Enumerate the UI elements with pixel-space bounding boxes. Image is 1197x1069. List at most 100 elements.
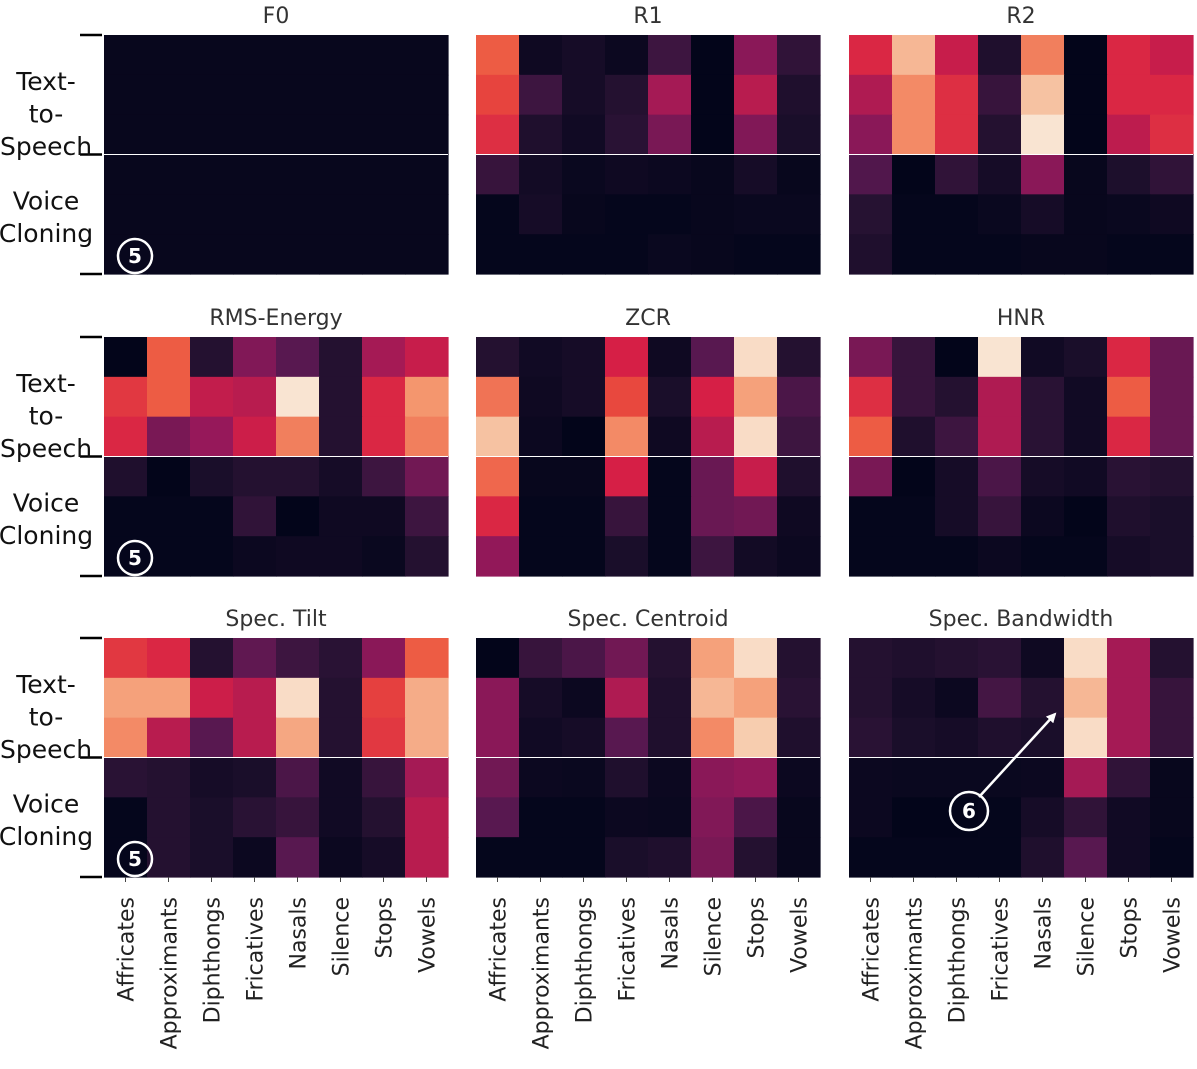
heatmap-cell xyxy=(276,677,320,719)
heatmap-cell xyxy=(190,496,234,537)
row-group-label: Text-to-Speech xyxy=(0,67,92,161)
heatmap-cell xyxy=(935,35,979,76)
heatmap-cell xyxy=(1021,376,1065,418)
heatmap-cell xyxy=(190,74,234,116)
heatmap-cell xyxy=(405,376,449,418)
heatmap-cell xyxy=(648,337,692,378)
heatmap-cell xyxy=(190,416,234,458)
heatmap-cell xyxy=(978,797,1022,838)
heatmap-cell xyxy=(1021,677,1065,719)
heatmap-cell xyxy=(476,154,520,195)
x-tick-label: Nasals xyxy=(1032,897,1057,969)
heatmap-cell xyxy=(605,234,649,275)
heatmap-cell xyxy=(104,717,148,759)
heatmap-cell xyxy=(147,74,191,116)
heatmap-cell xyxy=(476,496,520,537)
heatmap-cell xyxy=(691,114,735,156)
heatmap-cell xyxy=(849,797,893,838)
heatmap-cell xyxy=(605,837,649,878)
heatmap-cell xyxy=(1064,717,1108,759)
heatmap-cell xyxy=(935,837,979,878)
heatmap-cell xyxy=(476,74,520,116)
heatmap-cell xyxy=(605,677,649,719)
heatmap-cell xyxy=(190,376,234,418)
heatmap-cell xyxy=(319,638,363,679)
heatmap-cell xyxy=(1107,456,1151,497)
heatmap-cell xyxy=(777,717,821,759)
heatmap-cell xyxy=(605,35,649,76)
heatmap-cell xyxy=(476,536,520,577)
heatmap-cell xyxy=(1064,677,1108,719)
x-tick-label: Silence xyxy=(330,897,355,976)
heatmap-cell xyxy=(190,456,234,497)
heatmap-cell xyxy=(319,456,363,497)
heatmap-cell xyxy=(519,757,563,798)
heatmap-cell xyxy=(233,797,277,838)
heatmap-cell xyxy=(648,717,692,759)
heatmap-cell xyxy=(476,35,520,76)
heatmap-cell xyxy=(319,114,363,156)
heatmap-cell xyxy=(1064,114,1108,156)
heatmap-cell xyxy=(276,717,320,759)
heatmap-cell xyxy=(849,416,893,458)
heatmap-cell xyxy=(1107,194,1151,235)
heatmap-cell xyxy=(777,74,821,116)
heatmap-cell xyxy=(648,496,692,537)
heatmap-cell xyxy=(104,677,148,719)
heatmap-cell xyxy=(892,416,936,458)
heatmap-cell xyxy=(691,74,735,116)
heatmap-cell xyxy=(691,35,735,76)
heatmap-cell xyxy=(362,35,406,76)
x-tick-label: Nasals xyxy=(287,897,312,969)
heatmap-cell xyxy=(734,757,778,798)
heatmap-cell xyxy=(405,717,449,759)
heatmap-cell xyxy=(777,837,821,878)
heatmap-cell xyxy=(562,376,606,418)
heatmap-cell xyxy=(1064,638,1108,679)
heatmap-cell xyxy=(648,638,692,679)
heatmap-cell xyxy=(362,837,406,878)
heatmap-cell xyxy=(892,456,936,497)
heatmap-cell xyxy=(362,717,406,759)
heatmap-cell xyxy=(1150,337,1194,378)
x-tick-label: Silence xyxy=(702,897,727,976)
heatmap-cell xyxy=(892,496,936,537)
heatmap-cell xyxy=(104,154,148,195)
heatmap-cell xyxy=(777,456,821,497)
heatmap-cell xyxy=(1107,74,1151,116)
heatmap-cell xyxy=(362,74,406,116)
heatmap-cell xyxy=(1064,376,1108,418)
heatmap-cell xyxy=(1107,797,1151,838)
heatmap-cell xyxy=(892,638,936,679)
heatmap-cell xyxy=(233,638,277,679)
heatmap-cell xyxy=(1064,837,1108,878)
heatmap-cell xyxy=(1150,154,1194,195)
x-tick-label: Fricatives xyxy=(244,897,269,1002)
heatmap-cell xyxy=(691,837,735,878)
row-group-label: Voice Cloning xyxy=(0,488,93,550)
heatmap-panel: HNR xyxy=(849,306,1194,577)
heatmap-cell xyxy=(147,416,191,458)
heatmap-cell xyxy=(276,376,320,418)
heatmap-cell xyxy=(1150,717,1194,759)
heatmap-cell xyxy=(405,757,449,798)
heatmap-cell xyxy=(1150,234,1194,275)
heatmap-cell xyxy=(519,416,563,458)
heatmap-cell xyxy=(1107,837,1151,878)
heatmap-cell xyxy=(892,837,936,878)
heatmap-cell xyxy=(147,114,191,156)
heatmap-cell xyxy=(147,194,191,235)
heatmap-cell xyxy=(147,496,191,537)
heatmap-cell xyxy=(777,416,821,458)
heatmap-cell xyxy=(1107,416,1151,458)
heatmap-cell xyxy=(233,456,277,497)
heatmap-cell xyxy=(777,154,821,195)
panel-title: Spec. Bandwidth xyxy=(929,607,1114,632)
heatmap-cell xyxy=(978,35,1022,76)
heatmap-cell xyxy=(892,74,936,116)
annotation-badge: 5 xyxy=(116,840,154,878)
heatmap-cell xyxy=(405,234,449,275)
heatmap-cell xyxy=(892,757,936,798)
heatmap-cell xyxy=(233,194,277,235)
heatmap-panel: R2 xyxy=(849,4,1194,275)
